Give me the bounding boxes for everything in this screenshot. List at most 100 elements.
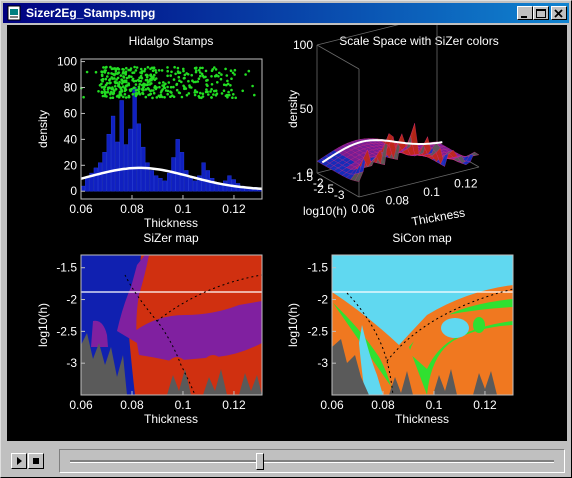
sicon-xtick: 0.06 — [320, 398, 344, 412]
scale-space-zlabel: density — [286, 90, 300, 128]
histogram-bar — [154, 175, 159, 192]
data-point — [138, 83, 142, 86]
data-point — [108, 78, 111, 82]
data-point — [172, 85, 175, 89]
data-point — [172, 78, 176, 81]
data-point — [100, 78, 103, 82]
hidalgo-title: Hidalgo Stamps — [129, 34, 214, 48]
data-point — [149, 77, 153, 81]
data-point — [148, 83, 152, 86]
data-point — [139, 74, 143, 78]
sizer-xtick: 0.1 — [175, 398, 192, 412]
data-point — [214, 68, 218, 71]
data-point — [135, 66, 139, 69]
data-point — [85, 70, 89, 74]
sicon-ytick: -3 — [317, 356, 328, 370]
data-point — [139, 67, 143, 71]
data-point — [158, 85, 161, 89]
sicon-ylabel: log10(h) — [286, 303, 300, 347]
title-bar[interactable]: Sizer2Eg_Stamps.mpg — [3, 3, 569, 23]
data-points — [80, 65, 256, 100]
sizer-title: SiZer map — [143, 231, 199, 245]
data-point — [123, 79, 127, 83]
histogram-bar — [106, 133, 111, 192]
data-point — [150, 89, 153, 92]
data-point — [113, 89, 116, 93]
data-point — [166, 89, 170, 93]
minimize-button[interactable] — [517, 6, 533, 20]
data-point — [199, 66, 202, 70]
player-controls — [3, 445, 569, 475]
maximize-button[interactable] — [533, 6, 549, 20]
data-point — [110, 67, 114, 71]
data-point — [229, 69, 233, 72]
sicon-xtick: 0.12 — [473, 398, 497, 412]
data-point — [195, 90, 199, 94]
data-point — [103, 85, 106, 89]
data-point — [149, 74, 153, 77]
histogram-bar — [89, 172, 94, 192]
stop-button[interactable] — [28, 453, 44, 469]
data-point — [174, 72, 177, 76]
histogram-bar — [201, 162, 206, 192]
data-point — [162, 85, 166, 89]
play-button[interactable] — [11, 453, 27, 469]
histogram-bar — [93, 167, 98, 192]
data-point — [103, 90, 106, 93]
data-point — [117, 83, 121, 86]
data-point — [113, 85, 117, 88]
seek-track — [70, 460, 554, 463]
close-button[interactable] — [551, 6, 567, 20]
close-icon — [554, 9, 563, 18]
window-title: Sizer2Eg_Stamps.mpg — [26, 6, 156, 20]
scale-space-ztick: 100 — [293, 38, 313, 52]
data-point — [127, 83, 131, 87]
data-point — [164, 82, 167, 86]
sizer-xlabel: Thickness — [144, 412, 198, 426]
data-point — [161, 88, 164, 91]
histogram-bar — [128, 128, 133, 192]
data-point — [214, 74, 218, 78]
surface-patch — [470, 151, 480, 156]
data-point — [138, 93, 142, 96]
seek-thumb[interactable] — [256, 453, 264, 470]
data-point — [233, 68, 237, 72]
data-point — [194, 80, 197, 84]
data-point — [204, 69, 208, 73]
data-point — [190, 73, 193, 77]
histogram-bar — [145, 162, 150, 192]
histogram-bar — [214, 183, 219, 192]
sicon-ticks: 0.06 0.08 0.1 0.12 -1.5 -2 -2.5 -3 — [307, 261, 497, 412]
plots-canvas: Hidalgo Stamps 0.06 0.08 0.1 0.12 0 20 40 60 80 1… — [36, 25, 514, 426]
scale-space-ytick: -1.5 — [292, 170, 313, 184]
data-point — [134, 69, 138, 72]
data-point — [148, 80, 151, 83]
hidalgo-ytick: 60 — [64, 106, 78, 120]
data-point — [107, 71, 110, 75]
histogram-bar — [166, 172, 172, 192]
data-point — [169, 74, 172, 77]
scale-space-surface — [316, 123, 480, 182]
data-point — [123, 89, 127, 93]
data-point — [225, 74, 229, 77]
data-point — [138, 79, 141, 83]
sizer-ytick: -3 — [66, 356, 77, 370]
data-point — [159, 91, 163, 94]
sizer-ticks: 0.06 0.08 0.1 0.12 -1.5 -2 -2.5 -3 — [56, 261, 246, 412]
seek-bar[interactable] — [59, 449, 565, 473]
data-point — [122, 76, 126, 79]
data-point — [119, 87, 122, 90]
data-point — [121, 85, 125, 88]
scale-space-xtick: 0.1 — [423, 185, 440, 199]
data-point — [166, 92, 169, 96]
data-point — [232, 93, 235, 96]
data-point — [120, 82, 124, 85]
data-point — [149, 67, 152, 71]
data-point — [230, 88, 233, 92]
hidalgo-ylabel: density — [36, 110, 50, 148]
histogram-bar — [218, 184, 223, 192]
hidalgo-ytick: 40 — [64, 132, 78, 146]
data-point — [124, 72, 127, 75]
data-point — [197, 69, 201, 72]
